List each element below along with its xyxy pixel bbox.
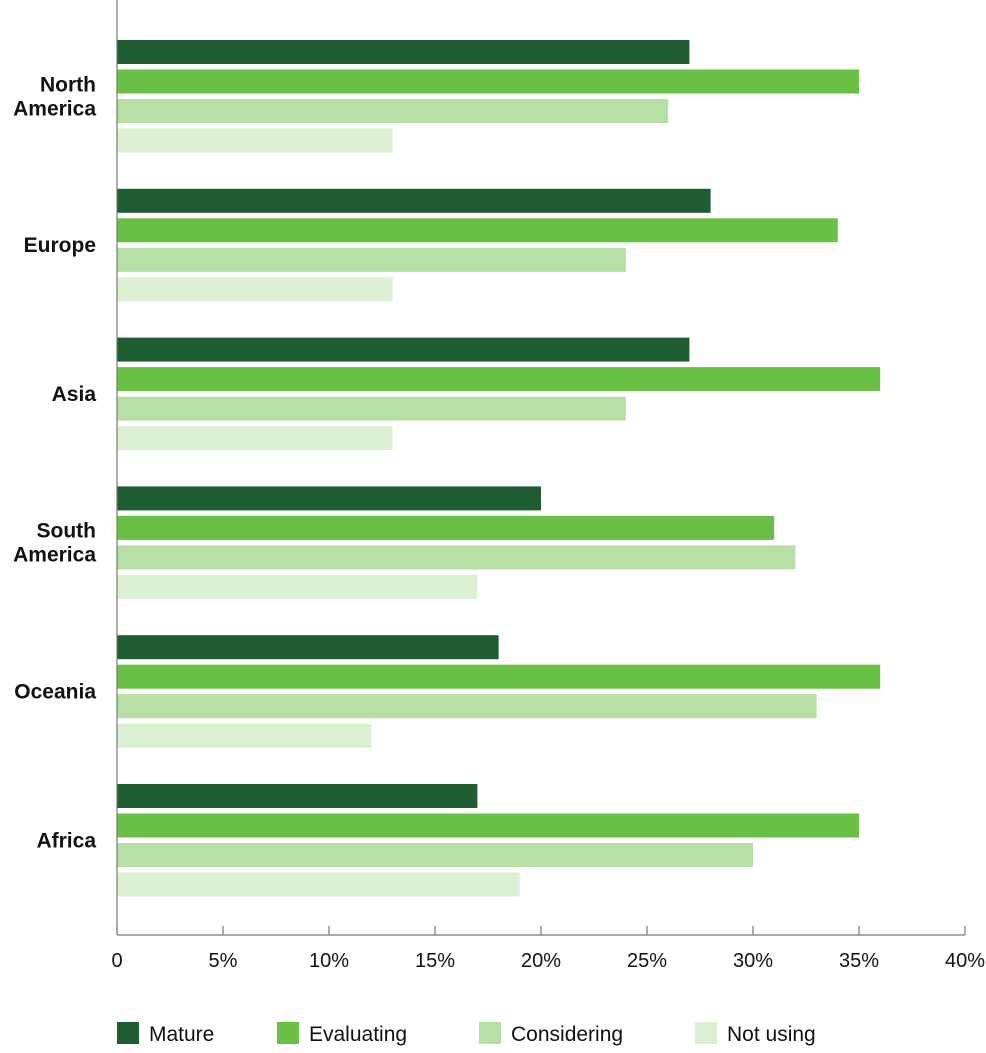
- bar-mature-2: [117, 337, 690, 362]
- legend-swatch-evaluating: [277, 1022, 299, 1044]
- bar-not-using-0: [117, 128, 393, 153]
- bar-not-using-4: [117, 723, 372, 748]
- bar-mature-5: [117, 784, 478, 808]
- bar-evaluating-5: [117, 813, 859, 838]
- bar-not-using-3: [117, 574, 478, 599]
- bar-considering-4: [117, 694, 817, 719]
- bar-evaluating-3: [117, 515, 775, 540]
- legend-label-considering: Considering: [511, 1023, 623, 1046]
- x-tick-label: 25%: [627, 950, 667, 972]
- bar-considering-5: [117, 843, 753, 867]
- x-tick-label: 0: [111, 950, 122, 972]
- category-label: Africa: [36, 829, 96, 852]
- category-label: North America: [13, 73, 96, 120]
- category-label: Europe: [24, 234, 96, 257]
- bar-evaluating-2: [117, 367, 881, 392]
- x-tick-label: 30%: [733, 950, 773, 972]
- x-tick-label: 10%: [309, 950, 349, 972]
- legend-swatch-not-using: [695, 1022, 717, 1044]
- x-tick-label: 35%: [839, 950, 879, 972]
- legend-swatch-considering: [479, 1022, 501, 1044]
- bar-considering-2: [117, 396, 626, 421]
- bar-mature-4: [117, 635, 499, 660]
- x-tick-label: 20%: [521, 950, 561, 972]
- labels-layer: North America Europe Asia South America Oceani…: [13, 73, 985, 972]
- bar-considering-3: [117, 545, 796, 570]
- bar-not-using-5: [117, 872, 520, 897]
- x-tick-label: 40%: [945, 950, 985, 972]
- bar-evaluating-1: [117, 218, 838, 243]
- bar-evaluating-0: [117, 69, 859, 94]
- bar-not-using-1: [117, 277, 393, 302]
- bar-evaluating-4: [117, 664, 881, 689]
- axis-layer: [116, 0, 966, 936]
- category-label: South America: [13, 520, 96, 567]
- bar-considering-0: [117, 99, 669, 123]
- legend-label-mature: Mature: [149, 1023, 214, 1046]
- category-label: Asia: [52, 383, 97, 406]
- legend-label-not-using: Not using: [727, 1023, 816, 1046]
- legend: Mature Evaluating Considering Not using: [117, 1022, 816, 1046]
- bar-not-using-2: [117, 426, 393, 451]
- legend-label-evaluating: Evaluating: [309, 1023, 407, 1046]
- bars-layer: [117, 40, 881, 897]
- bar-considering-1: [117, 247, 626, 272]
- category-label: Oceania: [14, 680, 96, 703]
- bar-mature-3: [117, 486, 541, 511]
- x-tick-label: 5%: [209, 950, 238, 972]
- legend-swatch-mature: [117, 1022, 139, 1044]
- x-tick-label: 15%: [415, 950, 455, 972]
- bar-mature-0: [117, 40, 690, 64]
- bar-mature-1: [117, 188, 711, 213]
